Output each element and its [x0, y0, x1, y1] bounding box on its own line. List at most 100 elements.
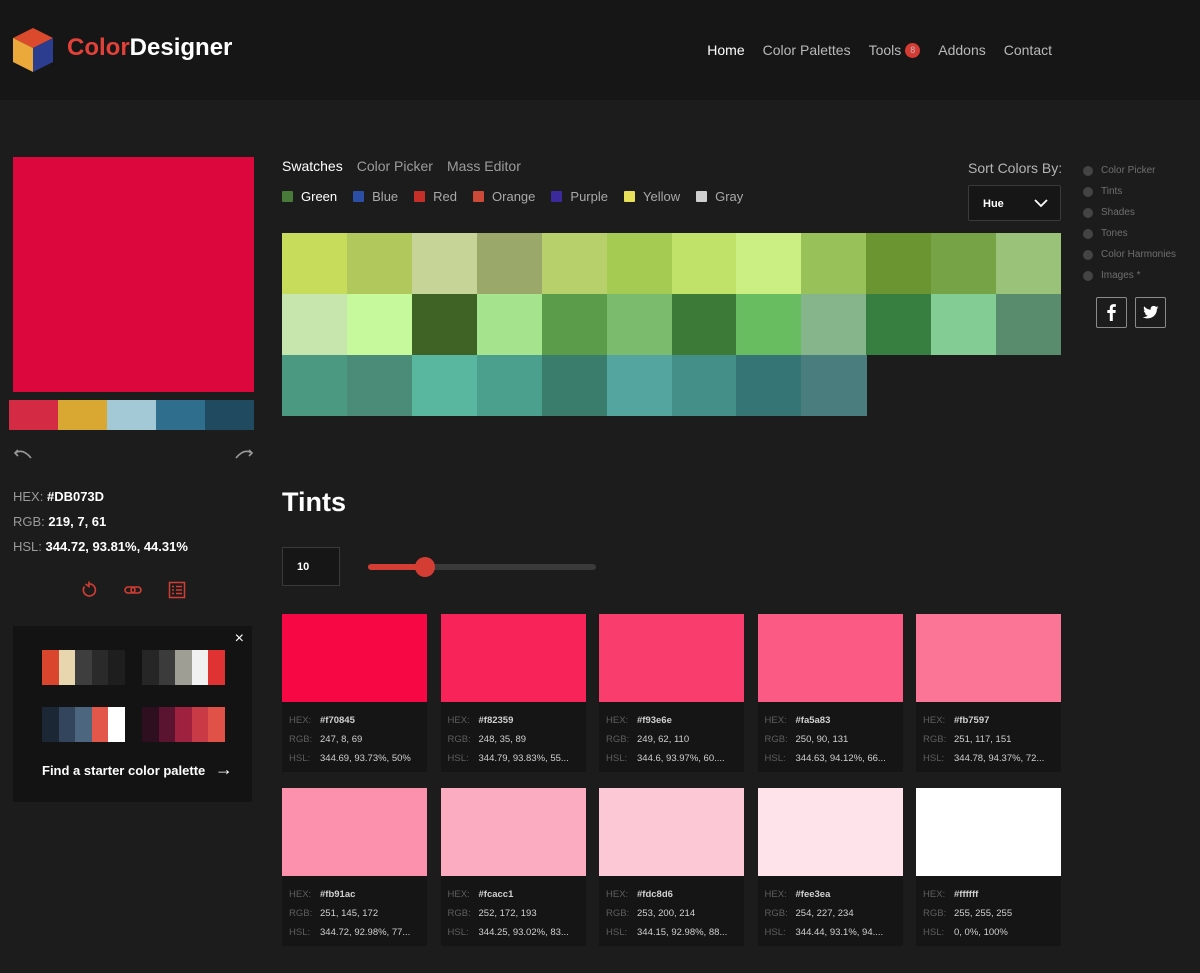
tint-rgb-value[interactable]: 254, 227, 234	[795, 908, 854, 919]
tint-hsl-value[interactable]: 344.79, 93.83%, 55...	[478, 753, 569, 764]
tint-hex-value[interactable]: #fdc8d6	[637, 889, 673, 900]
swatch-cell[interactable]	[801, 233, 867, 294]
swatch-cell[interactable]	[931, 233, 997, 294]
tint-rgb-value[interactable]: 247, 8, 69	[320, 734, 363, 745]
tab-color-picker[interactable]: Color Picker	[356, 158, 433, 174]
close-icon[interactable]: ×	[234, 630, 244, 647]
tint-swatch[interactable]	[599, 788, 744, 876]
tint-rgb-value[interactable]: 252, 172, 193	[478, 908, 537, 919]
swatch-cell[interactable]	[606, 294, 672, 355]
tint-card[interactable]: HEX: #fdc8d6 RGB: 253, 200, 214 HSL: 344.15, …	[599, 788, 744, 946]
tint-hsl-value[interactable]: 344.6, 93.97%, 60....	[637, 753, 725, 764]
swatch-cell[interactable]	[411, 294, 478, 355]
tint-swatch[interactable]	[599, 614, 744, 702]
section-nav-item[interactable]: Tints	[1083, 181, 1176, 202]
filter-blue[interactable]: Blue	[353, 189, 398, 204]
starter-palette-1[interactable]	[42, 650, 125, 685]
tint-hsl-value[interactable]: 344.63, 94.12%, 66...	[795, 753, 886, 764]
swatch-cell[interactable]	[282, 233, 348, 294]
nav-addons[interactable]: Addons	[938, 42, 986, 58]
swatch-cell[interactable]	[282, 355, 348, 416]
hsl-value[interactable]: 344.72, 93.81%, 44.31%	[45, 539, 188, 554]
tint-hex-value[interactable]: #f70845	[320, 715, 355, 726]
rgb-value[interactable]: 219, 7, 61	[48, 514, 107, 529]
tint-swatch[interactable]	[282, 788, 427, 876]
find-starter-palette-link[interactable]: Find a starter color palette →	[42, 759, 233, 780]
filter-gray[interactable]: Gray	[696, 189, 743, 204]
current-color-swatch[interactable]	[13, 157, 254, 392]
swatch-cell[interactable]	[541, 294, 608, 355]
swatch-cell[interactable]	[866, 294, 932, 355]
tab-swatches[interactable]: Swatches	[282, 158, 343, 174]
tint-card[interactable]: HEX: #f70845 RGB: 247, 8, 69 HSL: 344.69, 93.…	[282, 614, 427, 772]
swatch-cell[interactable]	[736, 355, 802, 416]
tint-swatch[interactable]	[916, 614, 1061, 702]
tint-swatch[interactable]	[757, 614, 903, 702]
swatch-cell[interactable]	[541, 355, 608, 416]
tint-swatch[interactable]	[440, 788, 586, 876]
tint-card[interactable]: HEX: #fee3ea RGB: 254, 227, 234 HSL: 344.44, …	[757, 788, 903, 946]
tint-card[interactable]: HEX: #ffffff RGB: 255, 255, 255 HSL: 0, 0%, 1…	[916, 788, 1061, 946]
palette-color-3[interactable]	[107, 400, 156, 430]
tint-card[interactable]: HEX: #fa5a83 RGB: 250, 90, 131 HSL: 344.63, 9…	[757, 614, 903, 772]
tint-swatch[interactable]	[282, 614, 427, 702]
tint-swatch[interactable]	[757, 788, 903, 876]
tint-rgb-value[interactable]: 253, 200, 214	[637, 908, 696, 919]
tint-rgb-value[interactable]: 251, 117, 151	[954, 734, 1012, 745]
swatch-cell[interactable]	[866, 233, 932, 294]
link-icon[interactable]	[124, 581, 142, 599]
tint-hex-value[interactable]: #fee3ea	[795, 889, 831, 900]
starter-palette-4[interactable]	[142, 707, 225, 742]
hex-value[interactable]: #DB073D	[46, 489, 105, 504]
redo-icon[interactable]	[234, 446, 254, 462]
swatch-cell[interactable]	[346, 294, 413, 355]
palette-color-4[interactable]	[156, 400, 205, 430]
tint-swatch[interactable]	[440, 614, 586, 702]
facebook-share-button[interactable]	[1096, 297, 1127, 328]
filter-yellow[interactable]: Yellow	[623, 189, 680, 204]
swatch-cell[interactable]	[541, 233, 608, 294]
tint-hex-value[interactable]: #f82359	[478, 715, 514, 726]
twitter-share-button[interactable]	[1135, 297, 1166, 328]
swatch-cell[interactable]	[346, 233, 413, 294]
nav-color-palettes[interactable]: Color Palettes	[762, 42, 851, 58]
tint-card[interactable]: HEX: #f82359 RGB: 248, 35, 89 HSL: 344.79, 93…	[440, 614, 586, 772]
swatch-cell[interactable]	[996, 233, 1062, 294]
section-nav-item[interactable]: Tones	[1083, 223, 1176, 244]
nav-contact[interactable]: Contact	[1003, 42, 1052, 58]
swatch-cell[interactable]	[282, 294, 348, 355]
tint-card[interactable]: HEX: #f93e6e RGB: 249, 62, 110 HSL: 344.6, 93…	[599, 614, 744, 772]
swatch-cell[interactable]	[411, 233, 478, 294]
swatch-cell[interactable]	[346, 355, 413, 416]
tint-hsl-value[interactable]: 344.72, 92.98%, 77...	[320, 927, 411, 938]
swatch-cell[interactable]	[671, 294, 737, 355]
swatch-cell[interactable]	[736, 233, 802, 294]
tint-hex-value[interactable]: #fb7597	[954, 715, 990, 726]
tint-card[interactable]: HEX: #fb7597 RGB: 251, 117, 151 HSL: 344.78, …	[916, 614, 1061, 772]
sort-select[interactable]: Hue	[968, 185, 1061, 221]
tint-rgb-value[interactable]: 255, 255, 255	[954, 908, 1013, 919]
filter-green[interactable]: Green	[282, 189, 337, 204]
tint-rgb-value[interactable]: 251, 145, 172	[320, 908, 379, 919]
swatch-cell[interactable]	[476, 233, 543, 294]
swatch-cell[interactable]	[801, 294, 867, 355]
tint-rgb-value[interactable]: 249, 62, 110	[637, 734, 690, 745]
swatch-cell[interactable]	[671, 355, 737, 416]
filter-red[interactable]: Red	[414, 189, 457, 204]
tint-hex-value[interactable]: #fcacc1	[478, 889, 514, 900]
section-nav-item[interactable]: Color Harmonies	[1083, 244, 1176, 265]
tint-hsl-value[interactable]: 344.25, 93.02%, 83...	[478, 927, 569, 938]
swatch-cell[interactable]	[411, 355, 478, 416]
list-icon[interactable]	[168, 581, 186, 599]
undo-icon[interactable]	[13, 446, 33, 462]
swatch-cell[interactable]	[606, 355, 672, 416]
reset-icon[interactable]	[80, 581, 98, 599]
tint-hex-value[interactable]: #f93e6e	[637, 715, 672, 726]
tint-hsl-value[interactable]: 344.15, 92.98%, 88...	[637, 927, 728, 938]
brand-name[interactable]: ColorDesigner	[67, 34, 232, 62]
tint-hex-value[interactable]: #fb91ac	[320, 889, 356, 900]
tab-mass-editor[interactable]: Mass Editor	[446, 158, 521, 174]
swatch-cell[interactable]	[996, 294, 1062, 355]
logo-cube-icon[interactable]	[12, 27, 54, 73]
swatch-cell[interactable]	[736, 294, 802, 355]
